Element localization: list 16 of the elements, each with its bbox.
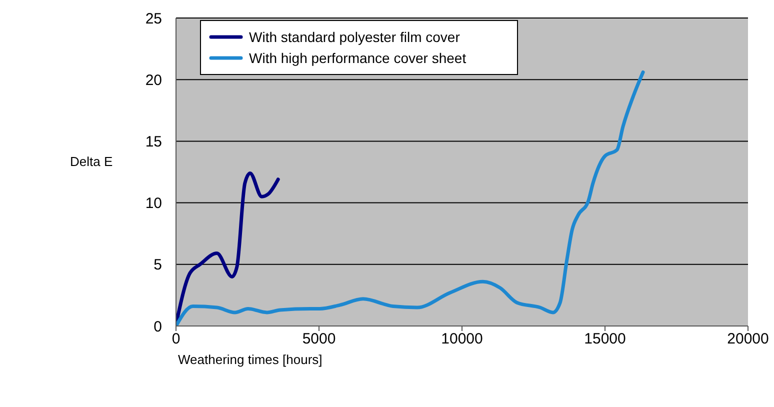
y-tick-label: 20 <box>145 72 162 89</box>
legend-label: With standard polyester film cover <box>249 28 460 46</box>
x-tick-label: 10000 <box>441 330 483 348</box>
x-tick-label: 20000 <box>727 330 769 348</box>
legend-label: With high performance cover sheet <box>249 49 466 67</box>
x-axis-title: Weathering times [hours] <box>178 352 322 367</box>
y-tick-label: 15 <box>145 134 162 151</box>
y-tick-label: 10 <box>145 195 162 212</box>
y-tick-label: 25 <box>145 10 162 28</box>
x-tick-label: 5000 <box>302 330 336 348</box>
x-tick-label: 15000 <box>584 330 626 348</box>
y-tick-label: 5 <box>154 256 162 274</box>
y-axis-title: Delta E <box>70 154 113 169</box>
line-series <box>176 70 645 326</box>
y-tick-label: 0 <box>154 318 162 336</box>
x-tick-label: 0 <box>172 330 180 348</box>
